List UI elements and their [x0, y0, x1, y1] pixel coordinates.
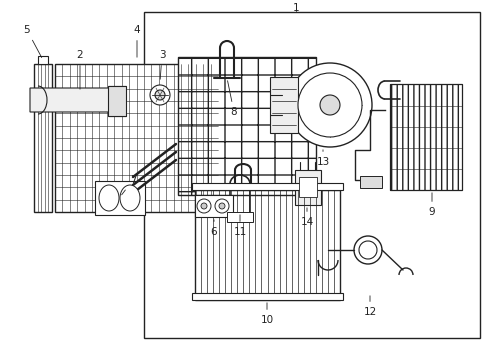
- Bar: [38, 56, 48, 64]
- Circle shape: [319, 95, 339, 115]
- Circle shape: [123, 191, 137, 205]
- Text: 11: 11: [233, 215, 246, 237]
- Bar: [359, 176, 381, 188]
- Bar: [195, 190, 339, 300]
- Text: 9: 9: [428, 193, 434, 217]
- Circle shape: [150, 85, 170, 105]
- Ellipse shape: [99, 185, 119, 211]
- Text: 10: 10: [260, 303, 273, 325]
- Circle shape: [219, 203, 224, 209]
- Text: 12: 12: [363, 296, 376, 317]
- Bar: [95, 181, 145, 215]
- Circle shape: [287, 63, 371, 147]
- Text: 6: 6: [210, 220, 217, 237]
- Text: 8: 8: [227, 81, 237, 117]
- Bar: [34, 64, 52, 212]
- Text: 1: 1: [292, 3, 299, 13]
- Bar: [226, 212, 252, 222]
- Bar: [192, 293, 342, 300]
- Circle shape: [197, 199, 210, 213]
- Bar: [294, 170, 320, 205]
- Circle shape: [215, 199, 228, 213]
- Bar: [143, 12, 479, 338]
- Text: 4: 4: [133, 25, 140, 57]
- Bar: [389, 84, 461, 190]
- Circle shape: [297, 73, 361, 137]
- Bar: [389, 84, 461, 190]
- Circle shape: [155, 90, 164, 100]
- Bar: [195, 195, 232, 217]
- Polygon shape: [30, 88, 125, 112]
- Circle shape: [201, 203, 206, 209]
- Text: 13: 13: [316, 150, 329, 167]
- Circle shape: [102, 191, 116, 205]
- Bar: [55, 64, 218, 212]
- Text: 2: 2: [77, 50, 83, 89]
- Bar: [178, 57, 315, 195]
- Bar: [298, 177, 316, 197]
- Text: 5: 5: [23, 25, 41, 58]
- Text: 14: 14: [300, 208, 313, 227]
- Text: 3: 3: [159, 50, 165, 79]
- Text: 7: 7: [122, 175, 136, 195]
- Ellipse shape: [120, 185, 140, 211]
- Bar: [178, 57, 315, 195]
- Bar: [192, 183, 342, 190]
- Bar: [269, 77, 297, 133]
- Bar: [108, 86, 126, 116]
